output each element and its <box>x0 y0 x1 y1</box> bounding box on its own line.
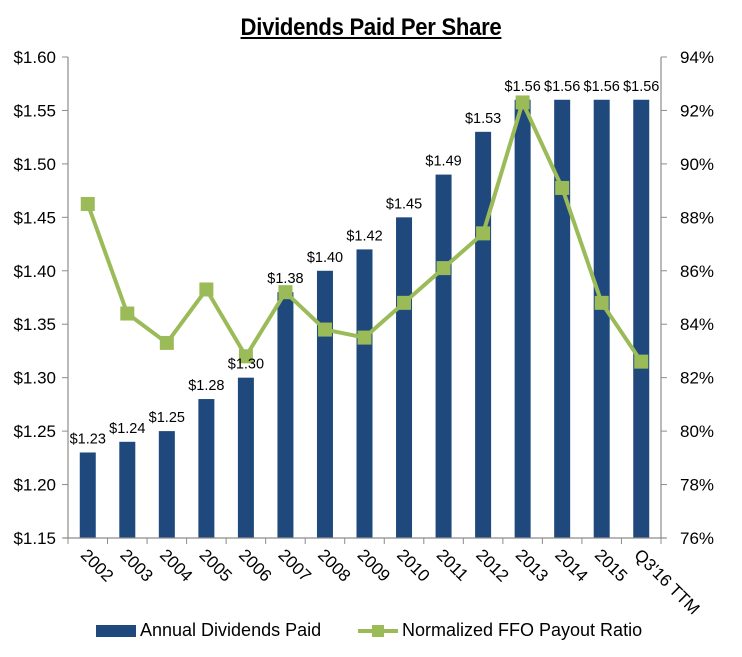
bar-4 <box>198 399 215 538</box>
left-tick-label: $1.35 <box>13 315 56 334</box>
x-tick-label: 2008 <box>314 545 354 585</box>
x-tick-label: 2010 <box>393 545 433 585</box>
bar-data-label-14: $1.56 <box>584 79 620 95</box>
bar-data-label-13: $1.56 <box>544 79 580 95</box>
right-tick-label: 94% <box>680 48 714 67</box>
bar-15 <box>633 99 650 538</box>
legend-line-swatch-icon <box>358 624 398 637</box>
ffo-payout-marker-12 <box>515 95 530 110</box>
bar-13 <box>554 99 571 538</box>
bar-data-label-4: $1.28 <box>188 378 224 394</box>
x-tick-label: 2015 <box>591 545 631 585</box>
bar-11 <box>475 131 492 539</box>
bar-14 <box>593 99 610 538</box>
left-tick-label: $1.60 <box>13 48 56 67</box>
left-tick-label: $1.15 <box>13 529 56 548</box>
bar-10 <box>435 174 452 539</box>
line-layer <box>80 95 649 369</box>
ffo-payout-marker-13 <box>555 180 570 195</box>
ffo-payout-marker-15 <box>634 354 649 369</box>
ffo-payout-marker-9 <box>397 295 412 310</box>
bar-5 <box>237 377 254 538</box>
x-tick-label: 2007 <box>275 545 315 585</box>
left-tick-label: $1.30 <box>13 369 56 388</box>
left-tick-label: $1.25 <box>13 422 56 441</box>
x-tick-label: 2002 <box>77 545 117 585</box>
bar-6 <box>277 292 294 538</box>
right-tick-label: 90% <box>680 155 714 174</box>
bar-data-label-8: $1.42 <box>346 228 382 244</box>
bar-data-label-11: $1.53 <box>465 111 501 127</box>
left-tick-label: $1.45 <box>13 208 56 227</box>
bar-9 <box>396 217 413 539</box>
bar-1 <box>79 452 96 538</box>
legend-label-annual-dividends: Annual Dividends Paid <box>140 620 322 640</box>
bar-data-label-7: $1.40 <box>307 250 343 266</box>
ffo-payout-marker-6 <box>278 285 293 300</box>
x-tick-label: 2003 <box>116 545 156 585</box>
right-tick-label: 88% <box>680 208 714 227</box>
x-tick-label: 2009 <box>354 545 394 585</box>
ffo-payout-marker-1 <box>80 196 95 211</box>
ffo-payout-marker-8 <box>357 330 372 345</box>
left-tick-label: $1.40 <box>13 262 56 281</box>
bar-8 <box>356 249 373 538</box>
chart-canvas: $1.15 $1.20 $1.25 $1.30 $1.35 $1.40 $1.45 $1.50… <box>13 48 714 618</box>
x-tick-label: 2011 <box>433 545 472 584</box>
ffo-payout-marker-4 <box>199 282 214 297</box>
bar-data-label-9: $1.45 <box>386 196 422 212</box>
legend: Annual Dividends Paid Normalized FFO Pay… <box>0 620 742 650</box>
ffo-payout-marker-2 <box>120 306 135 321</box>
bar-7 <box>316 270 333 538</box>
bars-layer <box>79 99 650 539</box>
x-tick-label: 2014 <box>551 545 591 585</box>
bar-data-label-3: $1.25 <box>149 410 185 426</box>
right-tick-label: 84% <box>680 315 714 334</box>
bar-2 <box>119 441 136 538</box>
bar-data-label-15: $1.56 <box>623 79 659 95</box>
bar-12 <box>514 99 531 538</box>
right-tick-label: 82% <box>680 369 714 388</box>
right-tick-label: 92% <box>680 101 714 120</box>
left-tick-label: $1.55 <box>13 101 56 120</box>
left-tick-label: $1.20 <box>13 476 56 495</box>
bar-data-label-10: $1.49 <box>425 154 461 170</box>
bar-data-label-5: $1.30 <box>228 357 264 373</box>
legend-item-ffo-payout: Normalized FFO Payout Ratio <box>358 620 642 641</box>
right-tick-label: 78% <box>680 476 714 495</box>
right-tick-label: 76% <box>680 529 714 548</box>
ffo-payout-marker-14 <box>594 295 609 310</box>
ffo-payout-marker-3 <box>159 335 174 350</box>
x-tick-label: 2013 <box>512 545 552 585</box>
x-tick-label: 2012 <box>472 545 512 585</box>
bar-data-label-1: $1.23 <box>70 431 106 447</box>
bar-3 <box>158 431 175 538</box>
bar-data-label-6: $1.38 <box>267 271 303 287</box>
legend-bar-swatch-icon <box>96 624 136 637</box>
labels-layer: $1.23$1.24$1.25$1.28$1.30 $1.38$1.40$1.42… <box>70 79 660 448</box>
ffo-payout-marker-10 <box>436 261 451 276</box>
x-tick-label: Q3'16 TTM <box>630 545 703 618</box>
x-tick-label: 2006 <box>235 545 275 585</box>
x-tick-label: 2004 <box>156 545 196 585</box>
bar-data-label-2: $1.24 <box>109 421 145 437</box>
bar-data-label-12: $1.56 <box>504 79 540 95</box>
ffo-payout-marker-5 <box>238 349 253 364</box>
legend-label-ffo-payout: Normalized FFO Payout Ratio <box>402 620 643 640</box>
legend-item-annual-dividends: Annual Dividends Paid <box>96 620 321 641</box>
right-tick-label: 80% <box>680 422 714 441</box>
right-tick-label: 86% <box>680 262 714 281</box>
x-tick-label: 2005 <box>196 545 236 585</box>
ffo-payout-marker-11 <box>476 226 491 241</box>
chart-title: Dividends Paid Per Share <box>240 14 502 41</box>
ffo-payout-marker-7 <box>317 322 332 337</box>
left-tick-label: $1.50 <box>13 155 56 174</box>
